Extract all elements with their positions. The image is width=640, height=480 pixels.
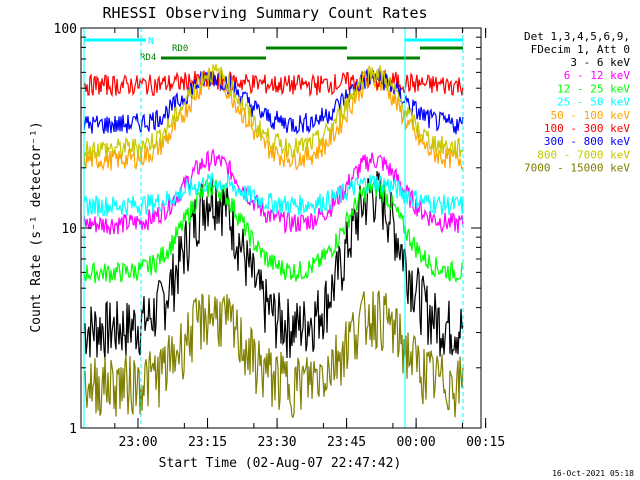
series-line [83, 68, 464, 98]
saa-label: RD0 [172, 44, 188, 54]
legend-entry: 7000 - 15000 keV [524, 162, 630, 175]
legend-entry: 12 - 25 keV [557, 82, 630, 95]
x-tick-label: 23:30 [257, 435, 296, 450]
legend-entry: 300 - 800 keV [544, 135, 630, 148]
y-tick-label: 10 [61, 222, 77, 237]
legend-entry: 100 - 300 keV [544, 122, 630, 135]
x-tick-label: 00:00 [397, 435, 436, 450]
legend-entry: 50 - 100 keV [551, 109, 631, 122]
legend-entry: 6 - 12 keV [564, 69, 631, 82]
legend-entry: 25 - 50 keV [557, 96, 630, 109]
legend-header-1: Det 1,3,4,5,6,9, [524, 30, 630, 43]
x-tick-label: 23:15 [188, 435, 227, 450]
series-line [83, 172, 464, 217]
series-line [83, 147, 464, 235]
y-tick-label: 1 [69, 422, 77, 437]
legend-entry: 3 - 6 keV [570, 56, 630, 69]
series-line [83, 178, 464, 284]
series-line [83, 68, 464, 135]
series-layer [83, 63, 464, 419]
chart-title: RHESSI Observing Summary Count Rates [102, 4, 427, 22]
x-tick-label: 23:45 [327, 435, 366, 450]
series-line [83, 290, 464, 419]
axis-layer: 23:00 23:15 23:30 23:45 00:00 00:15 1 10 100 [54, 22, 506, 450]
series-line [83, 171, 464, 360]
legend-header-2: FDecim 1, Att 0 [531, 43, 630, 56]
legend: Det 1,3,4,5,6,9, FDecim 1, Att 0 3 - 6 k… [524, 30, 630, 175]
legend-entry: 800 - 7000 keV [537, 148, 630, 161]
series-line [83, 63, 464, 160]
y-axis-label: Count Rate (s⁻¹ detector⁻¹) [29, 121, 44, 332]
series-line [83, 70, 464, 172]
saa-label: RD4 [140, 53, 156, 63]
x-tick-label: 00:15 [466, 435, 505, 450]
footer-timestamp: 16-Oct-2021 05:18 [552, 469, 634, 478]
x-axis-label: Start Time (02-Aug-07 22:47:42) [159, 456, 402, 471]
night-label: N [148, 36, 154, 47]
x-tick-label: 23:00 [118, 435, 157, 450]
y-tick-label: 100 [54, 22, 77, 37]
